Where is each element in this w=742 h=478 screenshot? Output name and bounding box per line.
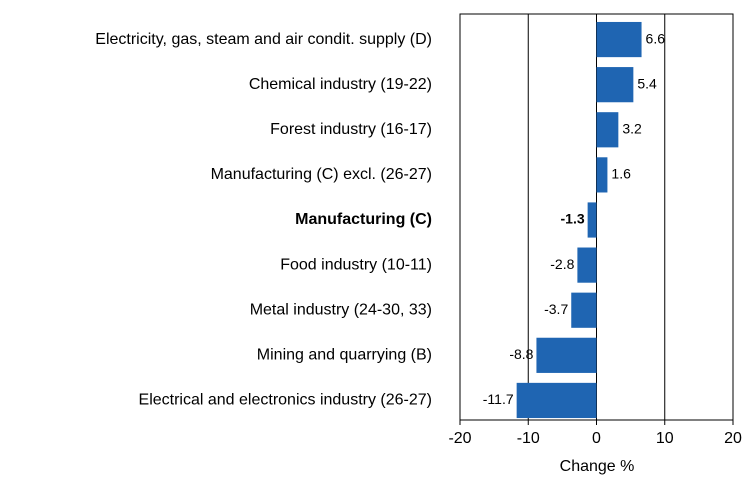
- y-tick-label: Electricity, gas, steam and air condit. …: [95, 31, 432, 48]
- y-tick-label: Mining and quarrying (B): [257, 347, 432, 364]
- bar: [596, 21, 642, 58]
- x-tick-label: 20: [724, 430, 742, 447]
- bar: [577, 247, 597, 283]
- value-label: -8.8: [509, 346, 533, 362]
- value-label: 6.6: [646, 30, 666, 46]
- bar: [536, 337, 597, 373]
- bar: [516, 382, 597, 419]
- y-tick-label: Manufacturing (C): [295, 211, 432, 228]
- y-tick-label: Food industry (10-11): [280, 256, 432, 273]
- x-tick-label: -10: [517, 430, 540, 447]
- value-label: 5.4: [637, 75, 657, 91]
- y-tick-label: Electrical and electronics industry (26-…: [139, 392, 432, 409]
- value-label: -3.7: [544, 301, 568, 317]
- bar: [596, 67, 634, 103]
- x-tick-label: 0: [592, 430, 601, 447]
- y-tick-label: Metal industry (24-30, 33): [250, 301, 432, 318]
- bar: [587, 202, 597, 238]
- value-label: -11.7: [483, 391, 514, 407]
- x-tick-label: -20: [448, 430, 471, 447]
- x-tick-label: 10: [656, 430, 674, 447]
- y-tick-label: Forest industry (16-17): [270, 121, 432, 138]
- value-label: -2.8: [550, 256, 574, 272]
- value-label: 1.6: [611, 166, 631, 182]
- bar: [596, 112, 619, 148]
- bar: [596, 157, 608, 193]
- value-label: 3.2: [622, 120, 642, 136]
- x-axis-label: Change %: [560, 458, 635, 475]
- y-tick-label: Manufacturing (C) excl. (26-27): [211, 166, 432, 183]
- y-tick-label: Chemical industry (19-22): [249, 76, 432, 93]
- bar: [571, 292, 597, 328]
- value-label: -1.3: [561, 211, 585, 227]
